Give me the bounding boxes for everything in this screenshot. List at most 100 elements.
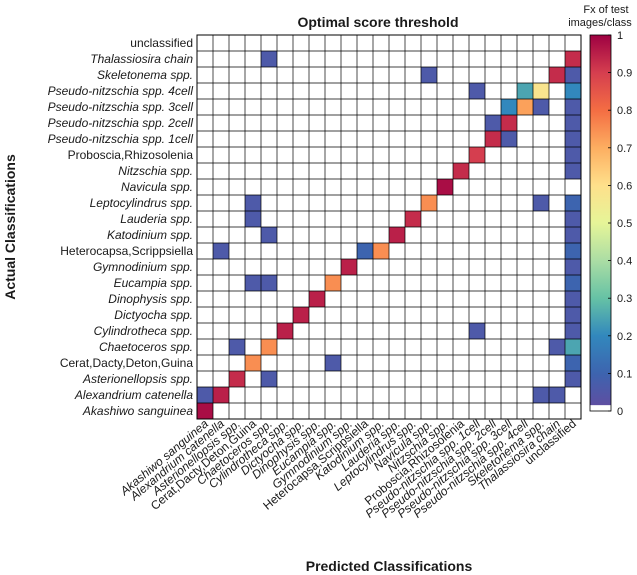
heatmap-cell xyxy=(357,243,373,259)
colorbar-tick-label: 0 xyxy=(617,406,623,418)
heatmap-cell xyxy=(197,403,213,419)
heatmap-cell xyxy=(325,275,341,291)
heatmap-cell xyxy=(421,195,437,211)
colorbar-tick-label: 0.9 xyxy=(617,68,632,80)
colorbar-tick-label: 0.1 xyxy=(617,368,632,380)
heatmap-cell xyxy=(533,195,549,211)
colorbar-label-line-1: Fx of test xyxy=(583,4,628,16)
heatmap-cell xyxy=(325,355,341,371)
y-tick-label: Katodinium spp. xyxy=(107,228,193,242)
colorbar-tick-label: 0.6 xyxy=(617,180,632,192)
heatmap-cell xyxy=(469,83,485,99)
heatmap-cell xyxy=(565,227,581,243)
heatmap-cell xyxy=(565,51,581,67)
heatmap-cell xyxy=(261,371,277,387)
heatmap-cell xyxy=(485,131,501,147)
y-tick-label: Leptocylindrus spp. xyxy=(90,196,193,210)
heatmap-cell xyxy=(245,211,261,227)
heatmap-cell xyxy=(485,115,501,131)
heatmap-cells xyxy=(197,51,581,419)
y-tick-label: Navicula spp. xyxy=(121,180,193,194)
heatmap-cell xyxy=(229,339,245,355)
heatmap-cell xyxy=(565,211,581,227)
heatmap-cell xyxy=(501,99,517,115)
heatmap-cell xyxy=(469,147,485,163)
chart-title: Optimal score threshold xyxy=(297,14,458,30)
y-tick-label: Nitzschia spp. xyxy=(118,164,193,178)
heatmap-cell xyxy=(501,115,517,131)
heatmap-cell xyxy=(565,291,581,307)
colorbar-tick-label: 1 xyxy=(617,30,623,42)
plot-frame xyxy=(196,34,582,420)
heatmap-cell xyxy=(549,67,565,83)
heatmap-cell xyxy=(341,259,357,275)
heatmap-cell xyxy=(565,355,581,371)
y-tick-label: Asterionellopsis spp. xyxy=(82,372,193,386)
heatmap-cell xyxy=(565,83,581,99)
colorbar-tick-label: 0.3 xyxy=(617,293,632,305)
heatmap-cell xyxy=(517,83,533,99)
heatmap-cell xyxy=(261,339,277,355)
heatmap-cell xyxy=(565,339,581,355)
y-tick-label: Eucampia spp. xyxy=(114,276,193,290)
heatmap-cell xyxy=(373,243,389,259)
colorbar-label-line-2: images/class xyxy=(568,17,632,29)
heatmap-cell xyxy=(565,371,581,387)
y-tick-label: Lauderia spp. xyxy=(120,212,193,226)
heatmap-cell xyxy=(565,259,581,275)
heatmap-cell xyxy=(309,291,325,307)
heatmap-cell xyxy=(565,307,581,323)
y-tick-label: Proboscia,Rhizosolenia xyxy=(68,148,194,162)
heatmap-cell xyxy=(565,99,581,115)
heatmap-cell xyxy=(245,275,261,291)
heatmap-grid xyxy=(197,35,581,419)
heatmap-cell xyxy=(565,195,581,211)
y-tick-label: Dictyocha spp. xyxy=(114,308,193,322)
heatmap-cell xyxy=(245,355,261,371)
heatmap-cell xyxy=(565,323,581,339)
heatmap-cell xyxy=(245,195,261,211)
colorbar-tick-label: 0.8 xyxy=(617,105,632,117)
heatmap-cell xyxy=(389,227,405,243)
heatmap-cell xyxy=(565,243,581,259)
heatmap-cell xyxy=(565,275,581,291)
heatmap-cell xyxy=(565,67,581,83)
y-tick-label: Pseudo-nitzschia spp. 4cell xyxy=(48,84,194,98)
y-tick-labels: Akashiwo sanguinea Alexandrium catenella A… xyxy=(48,36,194,418)
y-tick-label: Dinophysis spp. xyxy=(108,292,193,306)
y-tick-label: Skeletonema spp. xyxy=(97,68,193,82)
x-axis-label: Predicted Classifications xyxy=(306,558,473,574)
y-axis-label: Actual Classifications xyxy=(2,154,18,300)
heatmap-cell xyxy=(293,307,309,323)
heatmap-cell xyxy=(549,387,565,403)
heatmap-cell xyxy=(453,163,469,179)
y-tick-label: Pseudo-nitzschia spp. 2cell xyxy=(48,116,194,130)
heatmap-cell xyxy=(565,147,581,163)
heatmap-cell xyxy=(533,99,549,115)
y-tick-label: Akashiwo sanguinea xyxy=(82,404,193,418)
colorbar: Fx of test images/class 0 0.1 0.2 0.3 0.4 0.5… xyxy=(568,4,632,418)
heatmap-cell xyxy=(261,51,277,67)
y-tick-label: Thalassiosira chain xyxy=(90,52,193,66)
y-tick-label: Chaetoceros spp. xyxy=(99,340,193,354)
y-tick-label: Pseudo-nitzschia spp. 3cell xyxy=(48,100,194,114)
heatmap-cell xyxy=(421,67,437,83)
y-tick-label: Heterocapsa,Scrippsiella xyxy=(60,244,193,258)
y-tick-label: Cerat,Dacty,Deton,Guina xyxy=(60,356,193,370)
heatmap-cell xyxy=(261,227,277,243)
y-tick-label: Pseudo-nitzschia spp. 1cell xyxy=(48,132,194,146)
heatmap-cell xyxy=(277,323,293,339)
heatmap-cell xyxy=(469,323,485,339)
y-tick-label: Gymnodinium spp. xyxy=(93,260,193,274)
heatmap-cell xyxy=(565,163,581,179)
heatmap-cell xyxy=(261,275,277,291)
heatmap-cell xyxy=(517,99,533,115)
colorbar-tick-label: 0.2 xyxy=(617,331,632,343)
heatmap-cell xyxy=(213,387,229,403)
heatmap-cell xyxy=(533,83,549,99)
heatmap-cell xyxy=(437,179,453,195)
colorbar-gradient xyxy=(589,34,612,412)
heatmap-cell xyxy=(213,243,229,259)
